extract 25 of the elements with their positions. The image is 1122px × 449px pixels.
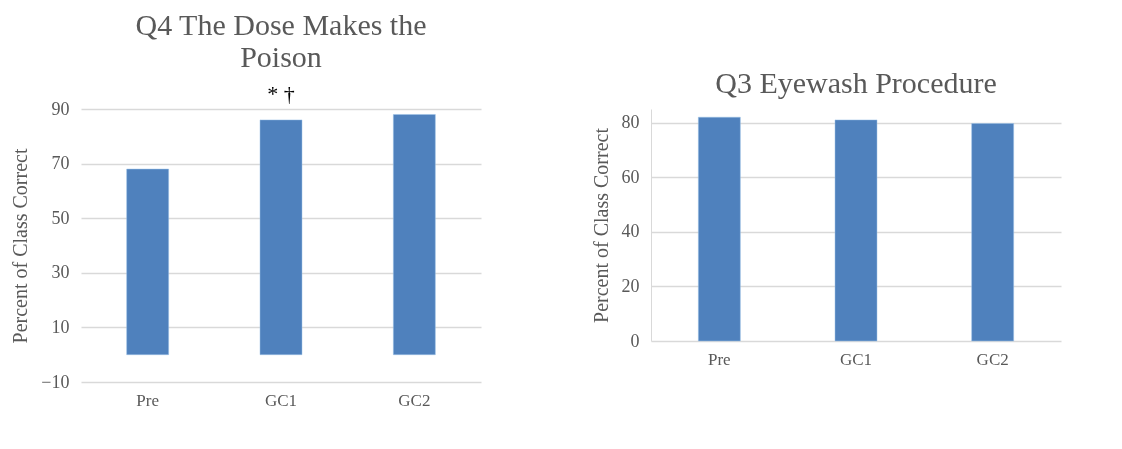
y-tick-label: 50 xyxy=(51,207,70,228)
annotation: * † xyxy=(267,80,295,106)
x-tick-label: Pre xyxy=(708,349,731,369)
y-axis-title: Percent of Class Correct xyxy=(9,148,32,344)
y-tick-label: 10 xyxy=(51,316,70,337)
y-tick-label: 80 xyxy=(621,112,640,133)
bar xyxy=(393,114,436,355)
x-tick-label: GC1 xyxy=(264,390,298,410)
x-tick-label: GC1 xyxy=(839,349,873,369)
y-tick-label: 20 xyxy=(621,275,640,296)
y-tick-label: 40 xyxy=(621,221,640,242)
y-tick-label: 90 xyxy=(51,98,70,119)
y-tick-label: 70 xyxy=(51,153,70,174)
bar xyxy=(126,168,169,355)
y-tick-label: −10 xyxy=(41,371,70,392)
x-tick-label: Pre xyxy=(136,390,159,410)
x-tick-label: GC2 xyxy=(976,349,1009,369)
x-tick-label: GC2 xyxy=(398,390,431,410)
y-tick-label: 0 xyxy=(630,330,640,351)
y-tick-label: 60 xyxy=(621,166,640,187)
bar xyxy=(259,119,303,355)
chart-title: Q3 Eyewash Procedure xyxy=(715,66,997,99)
y-axis-title: Percent of Class Correct xyxy=(589,127,612,323)
chart-title: Q4 The Dose Makes the Poison xyxy=(135,7,427,73)
y-tick-label: 30 xyxy=(51,262,70,283)
